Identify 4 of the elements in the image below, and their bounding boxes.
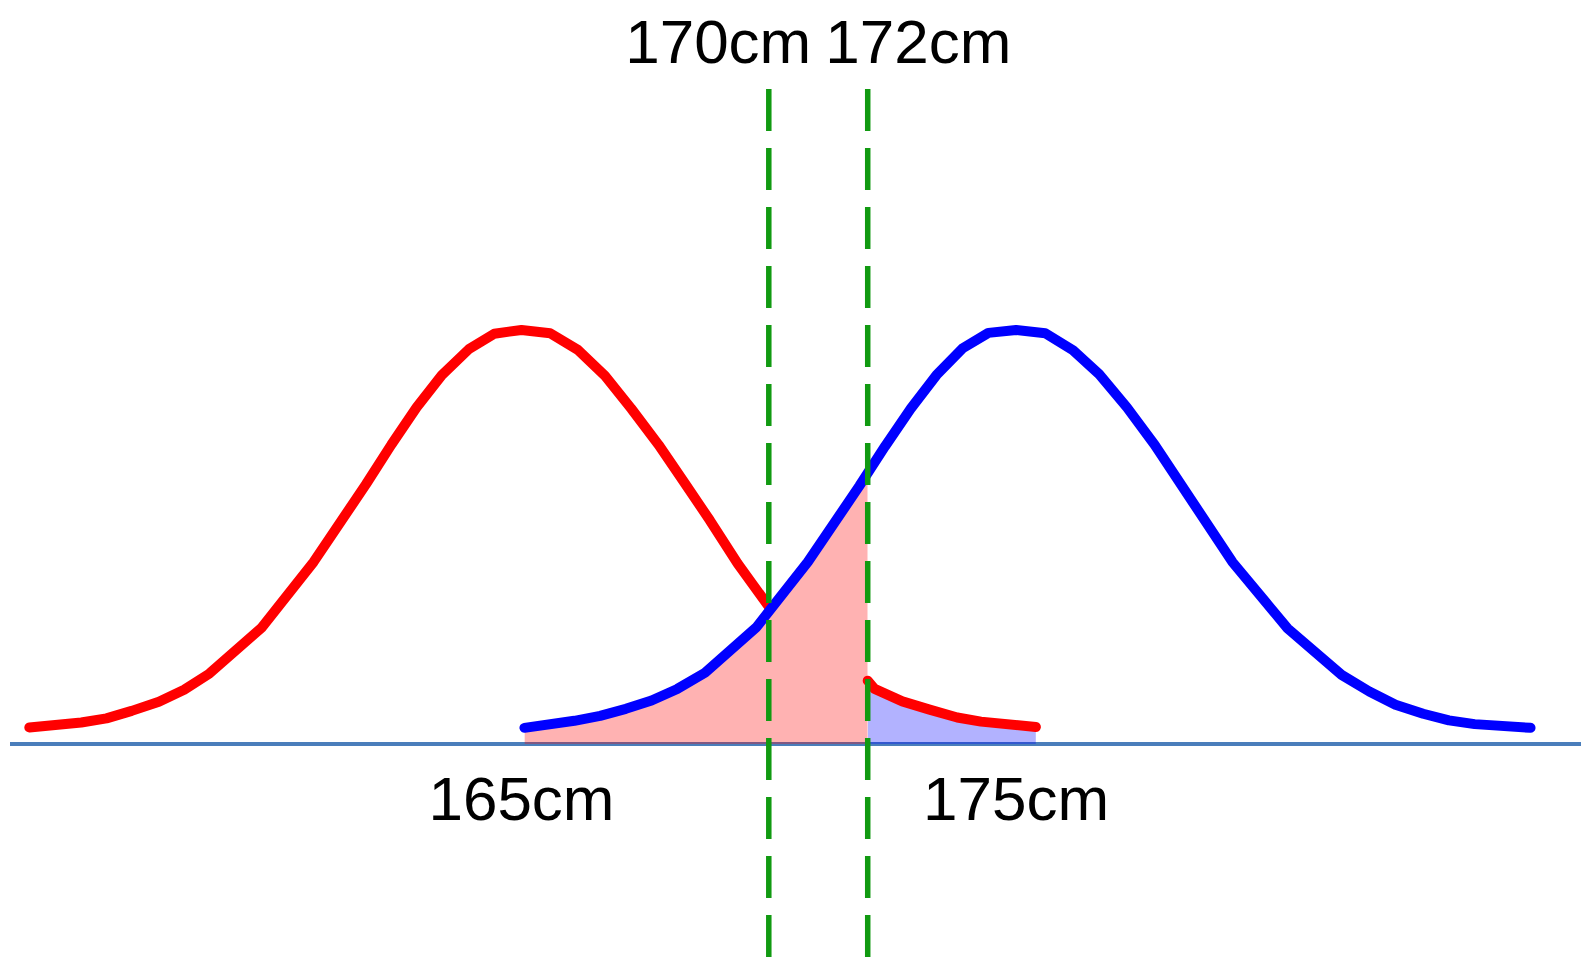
ref-line-label: 170cm bbox=[625, 7, 812, 76]
x-tick-label: 165cm bbox=[428, 764, 615, 834]
x-tick-label: 175cm bbox=[923, 764, 1110, 834]
ref-line-label: 172cm bbox=[825, 7, 1012, 76]
